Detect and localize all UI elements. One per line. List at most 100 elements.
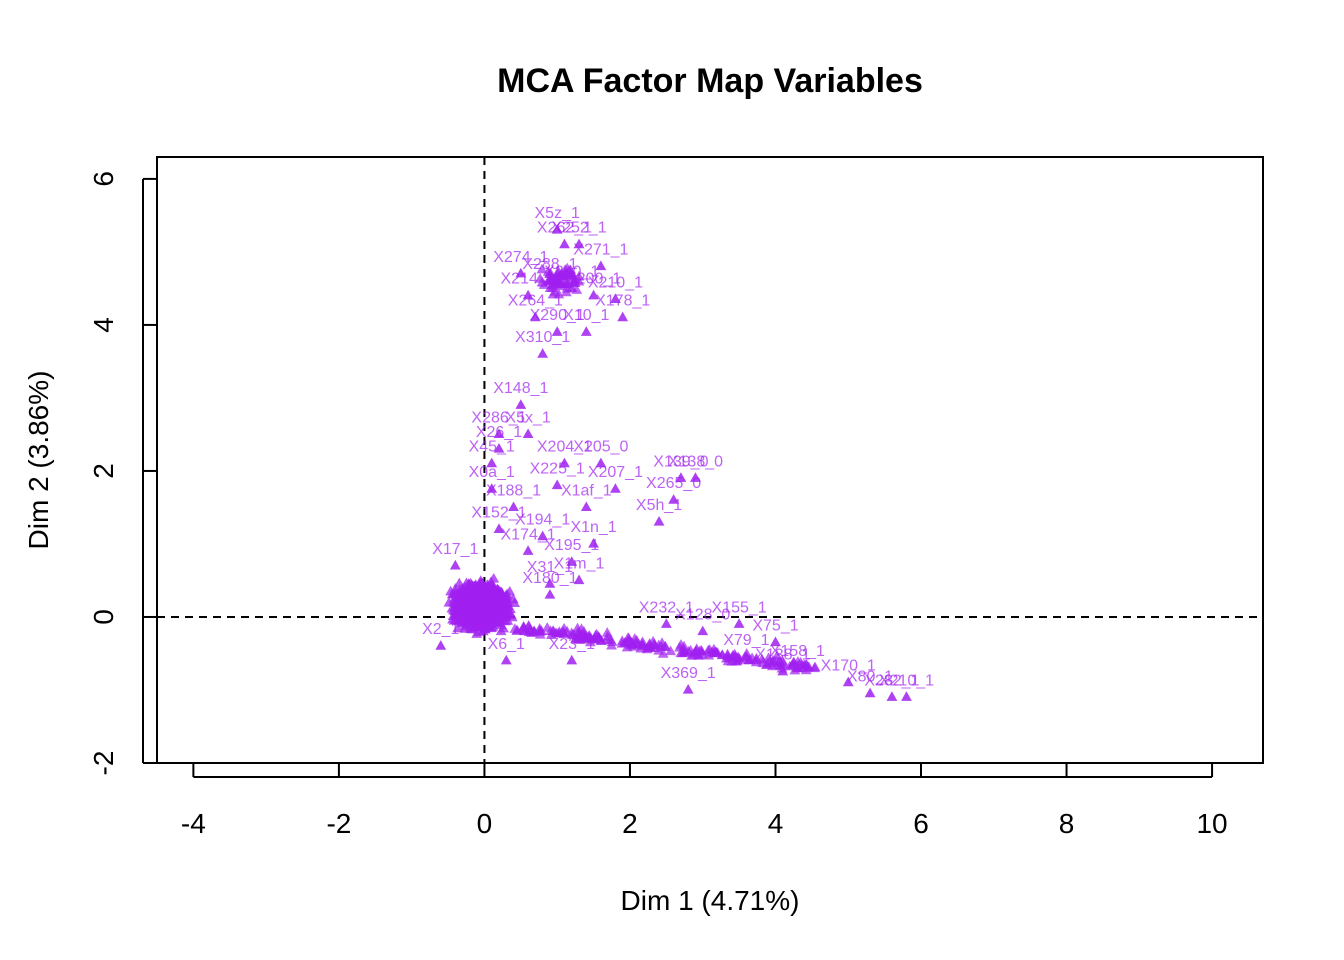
cloud-point: [657, 648, 669, 658]
data-point-label: X26_1: [476, 424, 522, 441]
data-point-label: X204_1: [537, 439, 592, 456]
data-point: [733, 618, 745, 628]
cloud-point: [729, 648, 741, 659]
data-point: [515, 267, 527, 278]
data-point-label: X158_1: [770, 643, 825, 660]
plot-frame: [156, 156, 1264, 764]
data-point: [551, 479, 563, 490]
data-point-label: X225_1: [530, 461, 585, 478]
cloud-point: [606, 639, 617, 650]
dense-point-cloud: [443, 262, 821, 675]
cloud-point: [773, 656, 785, 667]
data-point: [740, 651, 752, 661]
x-tick-label: 2: [622, 808, 638, 839]
data-point: [544, 578, 556, 588]
data-point: [537, 530, 549, 541]
data-point-label: X1af_1: [561, 482, 612, 499]
data-point-label: X174_1: [501, 526, 556, 543]
data-point-label: X5z_1: [535, 205, 580, 222]
data-point-label: X5x_1: [505, 409, 550, 426]
cloud-point: [567, 273, 578, 284]
data-point-label: X139_0: [653, 453, 708, 470]
x-tick-label: 6: [913, 808, 929, 839]
data-point-label: X0a_1: [469, 464, 515, 481]
data-point-label: X232_1: [639, 599, 694, 616]
data-point-label: X10_1: [563, 307, 609, 324]
cloud-point: [751, 652, 762, 663]
data-point-label: X194_1: [515, 512, 570, 529]
data-point: [842, 676, 854, 687]
cloud-point: [566, 268, 578, 279]
data-point: [886, 691, 898, 701]
data-point-label: X262_1: [537, 220, 592, 237]
data-point-label: X128_0: [675, 607, 730, 624]
cloud-point: [498, 622, 509, 633]
data-point: [551, 326, 563, 336]
data-point: [508, 501, 519, 512]
data-point: [522, 289, 534, 300]
data-point-label: X286_1: [471, 409, 526, 426]
data-point: [610, 483, 621, 493]
cloud-point: [469, 609, 480, 620]
cloud-point: [509, 623, 521, 633]
data-point: [573, 238, 585, 249]
cloud-point: [501, 590, 512, 601]
cloud-point: [536, 263, 548, 274]
cloud-point: [637, 636, 649, 647]
cloud-point: [457, 614, 468, 624]
cloud-point: [731, 655, 743, 666]
data-point-label: X178_1: [595, 293, 650, 310]
data-point-label: X45_1: [469, 439, 515, 456]
data-point-label: X138_0: [668, 453, 723, 470]
cloud-point: [460, 620, 471, 631]
data-point: [500, 654, 512, 665]
data-point-label: X265_0: [646, 475, 701, 492]
cloud-point: [642, 642, 653, 652]
data-point: [435, 640, 447, 650]
cloud-point: [678, 644, 690, 654]
data-point: [522, 428, 534, 439]
data-point: [682, 683, 694, 694]
cloud-point: [484, 613, 496, 623]
data-point: [573, 574, 585, 585]
cloud-point: [518, 622, 529, 633]
cloud-point: [809, 662, 820, 673]
cloud-point: [474, 607, 486, 617]
data-point-label: X1m_1: [554, 555, 605, 572]
data-point-label: X264_1: [508, 293, 563, 310]
cloud-point: [561, 262, 573, 273]
x-tick-label: -2: [326, 808, 351, 839]
chart-title: MCA Factor Map Variables: [497, 62, 923, 100]
data-point-label: X240_1: [544, 263, 599, 280]
data-point: [668, 494, 680, 504]
data-point: [493, 428, 505, 439]
data-point-label: X282_1: [864, 672, 919, 689]
cloud-point: [493, 588, 504, 599]
data-point: [864, 687, 876, 698]
data-point-label: X1n_1: [570, 519, 616, 536]
data-point: [588, 537, 599, 548]
y-tick-label: -2: [88, 751, 119, 776]
x-tick-label: 8: [1059, 808, 1075, 839]
data-point-label: X274_1: [493, 249, 548, 266]
cloud-point: [711, 646, 723, 657]
cloud-point: [653, 644, 665, 655]
y-tick-label: 6: [88, 171, 119, 187]
cloud-point: [541, 622, 553, 632]
cloud-point: [601, 634, 613, 644]
cloud-point: [558, 627, 569, 637]
data-point: [617, 311, 629, 322]
cloud-point: [693, 650, 705, 660]
x-tick-label: -4: [181, 808, 206, 839]
data-point: [660, 618, 672, 628]
data-point: [544, 589, 556, 599]
data-point: [777, 665, 789, 676]
cloud-point: [716, 649, 728, 660]
cloud-point: [704, 644, 716, 654]
data-point: [697, 625, 709, 636]
data-point: [529, 311, 541, 322]
data-point-label: X79_1: [723, 632, 769, 649]
cloud-point: [448, 604, 459, 615]
cloud-point: [659, 640, 671, 651]
